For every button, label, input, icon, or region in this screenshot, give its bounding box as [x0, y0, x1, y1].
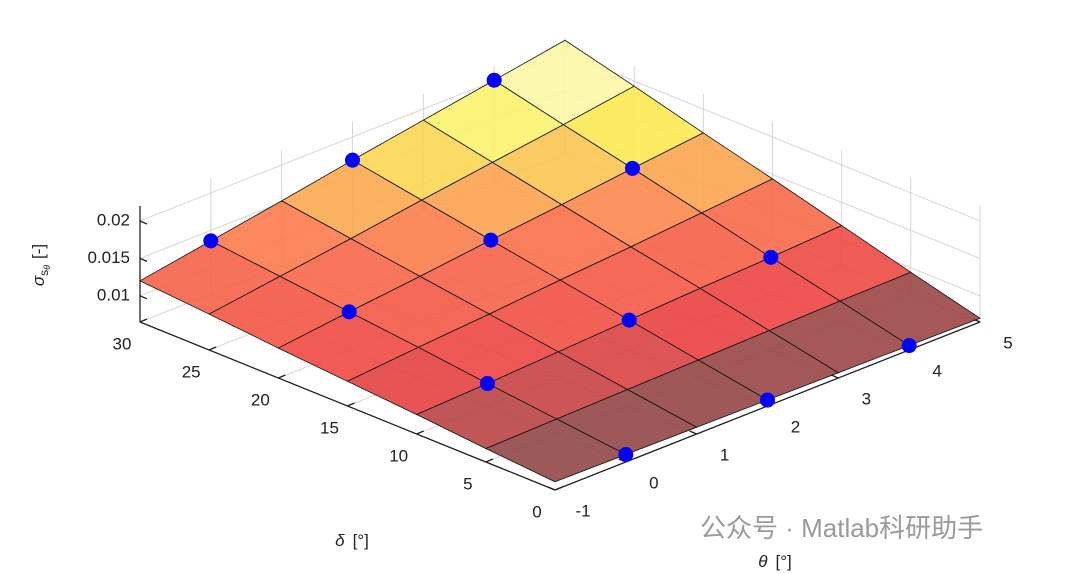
y-tick: [485, 458, 494, 463]
x-axis-label-unit: [°]: [775, 552, 791, 571]
x-tick-label: 1: [720, 445, 729, 464]
watermark: 公众号 · Matlab科研助手: [700, 513, 983, 543]
z-axis-label-subsub: θ: [42, 265, 52, 270]
z-tick-label: 0.01: [97, 285, 130, 304]
data-point: [203, 233, 219, 249]
y-axis-label-unit: [°]: [353, 531, 369, 550]
grid-line: [564, 52, 981, 222]
y-axis-label-symbol: δ: [335, 531, 345, 550]
data-point: [345, 152, 360, 168]
z-axis-label-symbol: σ: [29, 275, 48, 286]
z-tick: [139, 220, 148, 225]
x-tick-label: 0: [649, 473, 658, 492]
y-tick-label: 0: [532, 502, 541, 521]
z-axis-label-sub: s: [37, 270, 51, 276]
y-tick-label: 25: [182, 362, 201, 381]
x-axis-label: θ [°]: [758, 552, 791, 571]
data-point: [625, 160, 640, 176]
data-point: [483, 232, 499, 248]
z-axis-label-unit: [-]: [29, 244, 48, 259]
y-tick: [208, 346, 217, 351]
data-point: [621, 312, 637, 328]
data-point: [486, 72, 502, 88]
y-tick: [416, 430, 424, 435]
x-tick-label: 3: [862, 389, 871, 408]
y-tick: [278, 374, 286, 379]
y-tick-label: 10: [389, 446, 408, 465]
x-axis-label-symbol: θ: [758, 552, 768, 571]
y-tick: [347, 402, 355, 407]
z-tick-label: 0.015: [87, 248, 130, 267]
y-tick: [139, 318, 148, 323]
x-tick-label: 5: [1003, 333, 1012, 352]
x-tick-label: 4: [932, 361, 941, 380]
y-tick-label: 20: [251, 390, 270, 409]
x-tick: [547, 486, 556, 491]
data-point: [760, 392, 775, 408]
y-tick-label: 5: [463, 474, 472, 493]
data-point: [480, 376, 495, 392]
data-point: [901, 338, 917, 354]
y-axis-label: δ [°]: [335, 531, 369, 550]
data-point: [618, 447, 634, 463]
z-tick-label: 0.02: [97, 210, 130, 229]
x-tick: [831, 374, 839, 379]
z-tick: [139, 295, 148, 300]
y-tick: [554, 486, 563, 491]
x-tick: [689, 430, 697, 435]
data-point: [341, 304, 357, 320]
z-tick: [139, 257, 148, 262]
y-tick-label: 15: [320, 418, 339, 437]
z-axis-label: σsθ [-]: [29, 244, 52, 286]
x-tick-label: -1: [575, 501, 590, 520]
x-tick-label: 2: [791, 417, 800, 436]
y-tick-label: 30: [113, 334, 132, 353]
data-point: [763, 249, 779, 265]
surface-patch: [484, 418, 627, 483]
